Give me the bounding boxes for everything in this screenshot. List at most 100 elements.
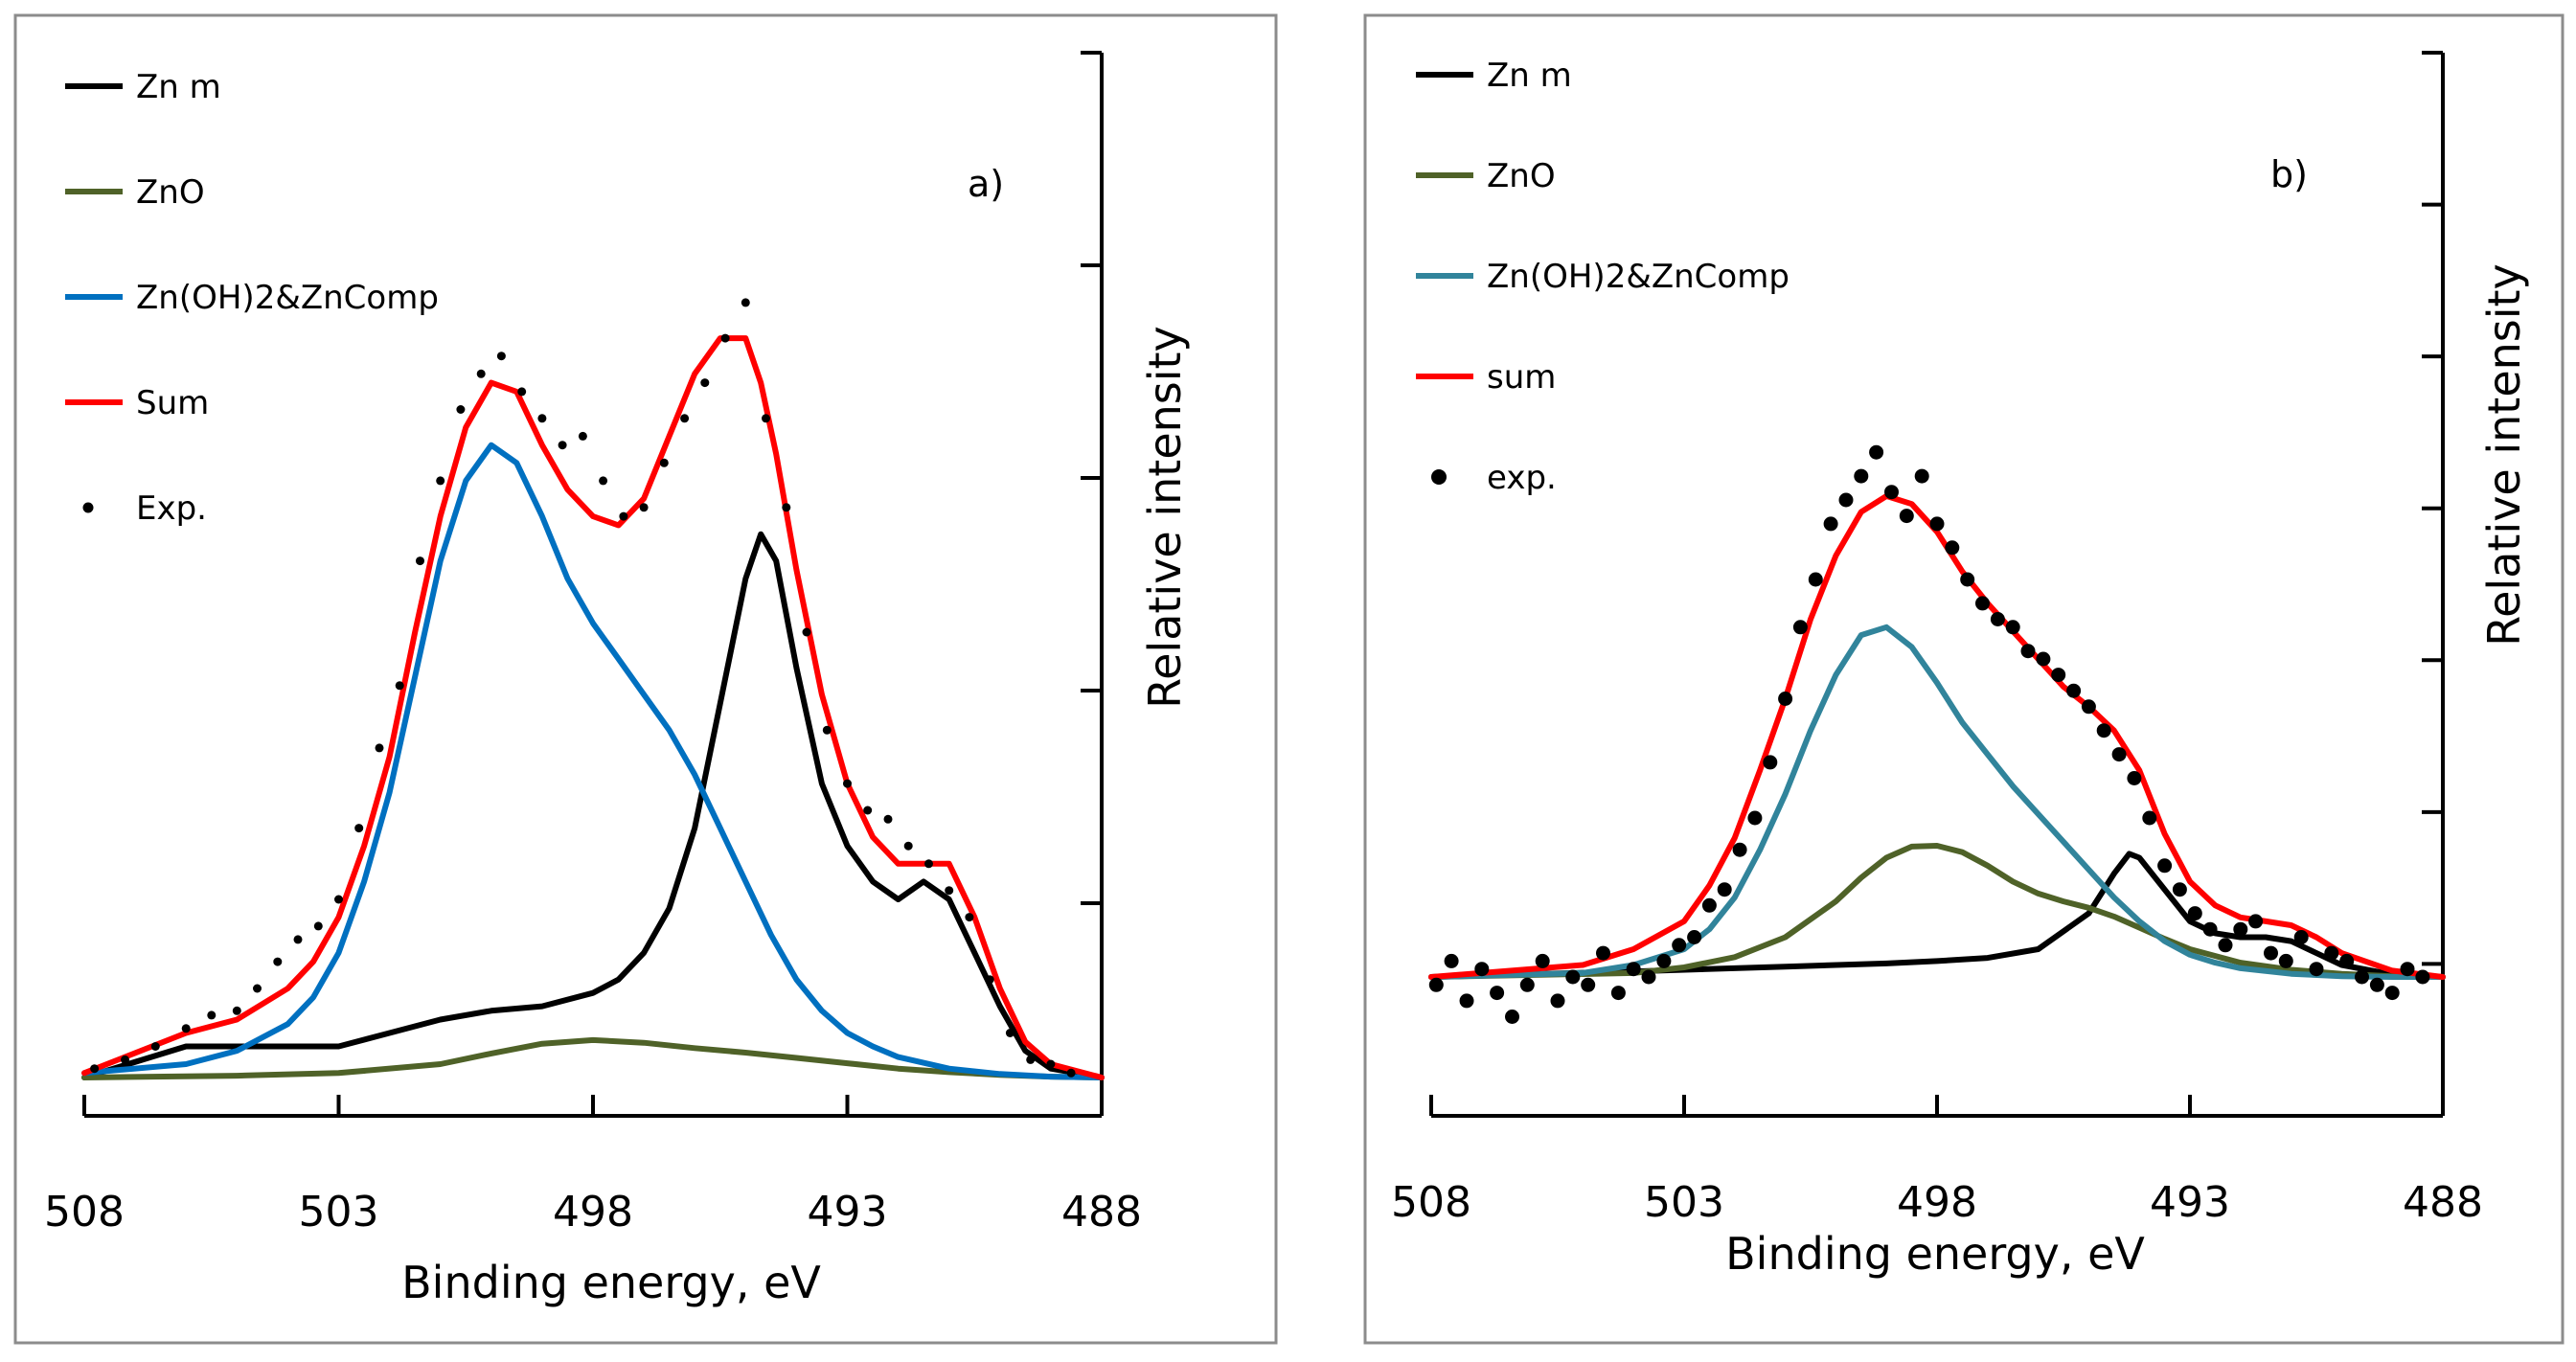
legend-label-zno: ZnO [1487, 157, 1556, 195]
panel-b-x-tick-label: 508 [1391, 1178, 1471, 1227]
exp-point [1778, 692, 1793, 706]
legend-swatch-exp [82, 502, 94, 513]
exp-point [2324, 945, 2339, 961]
panel-b-label: b) [2270, 153, 2308, 195]
exp-point [1026, 1055, 1036, 1064]
exp-point [1550, 993, 1565, 1009]
exp-point [883, 814, 893, 824]
exp-point [2293, 930, 2309, 944]
exp-point [659, 458, 669, 467]
exp-point [456, 405, 466, 414]
exp-point [1535, 953, 1550, 968]
exp-point [1717, 882, 1732, 897]
panel-a-x-tick-label: 508 [44, 1188, 125, 1237]
exp-point [354, 824, 364, 833]
exp-point [2233, 921, 2248, 937]
exp-point [822, 725, 832, 735]
exp-point [537, 414, 547, 423]
exp-point [680, 414, 690, 423]
series-line-zn-oh-2-zncomp [1428, 624, 2446, 980]
exp-point [1610, 986, 1626, 1001]
panel-a-label: a) [968, 163, 1004, 205]
exp-point [2355, 969, 2369, 985]
exp-point [782, 503, 791, 512]
panel-a-ticks [82, 51, 1104, 1118]
exp-point [1869, 444, 1884, 460]
exp-point [1490, 986, 1505, 1001]
exp-point [273, 957, 283, 966]
exp-point [2218, 938, 2233, 953]
exp-point [416, 556, 424, 566]
exp-point [558, 441, 567, 450]
exp-point [1565, 969, 1581, 985]
exp-point [599, 476, 608, 486]
exp-point [802, 627, 811, 637]
exp-point [945, 886, 954, 896]
panel-a-series [81, 335, 1105, 1080]
series-line-sum [1428, 492, 2446, 980]
series-line-zn-oh-2-zncomp [81, 442, 1105, 1080]
exp-point [1444, 953, 1459, 968]
exp-point [1732, 842, 1747, 857]
legend-label-zn-m: Zn m [136, 68, 221, 106]
exp-point [924, 859, 933, 869]
exp-point [1960, 572, 1975, 587]
exp-point [313, 921, 323, 931]
panel-a-x-label: Binding energy, eV [401, 1257, 821, 1308]
exp-point [1763, 755, 1778, 770]
exp-point [181, 1024, 191, 1033]
legend-label-sum: Sum [136, 384, 209, 422]
exp-point [293, 935, 303, 944]
exp-point [2202, 921, 2218, 937]
legend-label-exp: Exp. [136, 489, 207, 528]
exp-point [496, 352, 506, 361]
panel-a: 508 503 498 493 488 Binding energy, eV Relat… [13, 13, 1278, 1345]
exp-point [90, 1064, 100, 1074]
panel-b-x-tick-label: 498 [1897, 1178, 1977, 1227]
exp-point [395, 681, 404, 691]
exp-point [1474, 962, 1490, 977]
exp-point [1929, 516, 1945, 532]
panel-b-x-tick-label: 493 [2150, 1178, 2230, 1227]
exp-point [1428, 977, 1444, 992]
exp-point [2020, 644, 2036, 659]
series-line-zn-m [81, 531, 1105, 1080]
exp-point [1519, 977, 1535, 992]
panel-b: 508 503 498 493 488 Binding energy, eV Relat… [1363, 13, 2565, 1345]
panel-a-x-tick-label: 493 [808, 1188, 888, 1237]
exp-point [1914, 468, 1929, 484]
exp-point [1990, 612, 2005, 626]
series-line-zn-m [1428, 851, 2446, 980]
exp-point [1792, 620, 1808, 635]
exp-point [2172, 882, 2187, 897]
legend-label-exp: exp. [1487, 459, 1557, 497]
exp-point [1747, 810, 1763, 826]
exp-point [1838, 492, 1854, 508]
exp-point [985, 975, 994, 985]
exp-point [150, 1042, 160, 1051]
exp-point [762, 414, 770, 423]
exp-point [2051, 668, 2066, 683]
panel-b-exp-points [1428, 444, 2430, 1024]
exp-point [720, 333, 730, 343]
legend-label-zn-oh-2-zncomp: Zn(OH)2&ZnComp [136, 279, 439, 317]
exp-point [700, 378, 710, 388]
exp-point [121, 1055, 129, 1064]
exp-point [639, 503, 649, 512]
panel-b-legend: Zn m ZnO Zn(OH)2&ZnComp sum exp. [1416, 57, 1790, 497]
exp-point [253, 984, 262, 993]
exp-point [2036, 651, 2051, 667]
exp-point [1581, 977, 1596, 992]
exp-point [2400, 962, 2415, 977]
exp-point [2339, 953, 2355, 968]
exp-point [232, 1006, 241, 1015]
exp-point [1672, 938, 1687, 953]
exp-point [334, 895, 343, 904]
exp-point [476, 369, 486, 378]
exp-point [843, 779, 852, 788]
exp-point [1505, 1010, 1519, 1024]
exp-point [1884, 485, 1899, 500]
panel-a-exp-points [90, 298, 1076, 1078]
exp-point [2369, 977, 2384, 992]
